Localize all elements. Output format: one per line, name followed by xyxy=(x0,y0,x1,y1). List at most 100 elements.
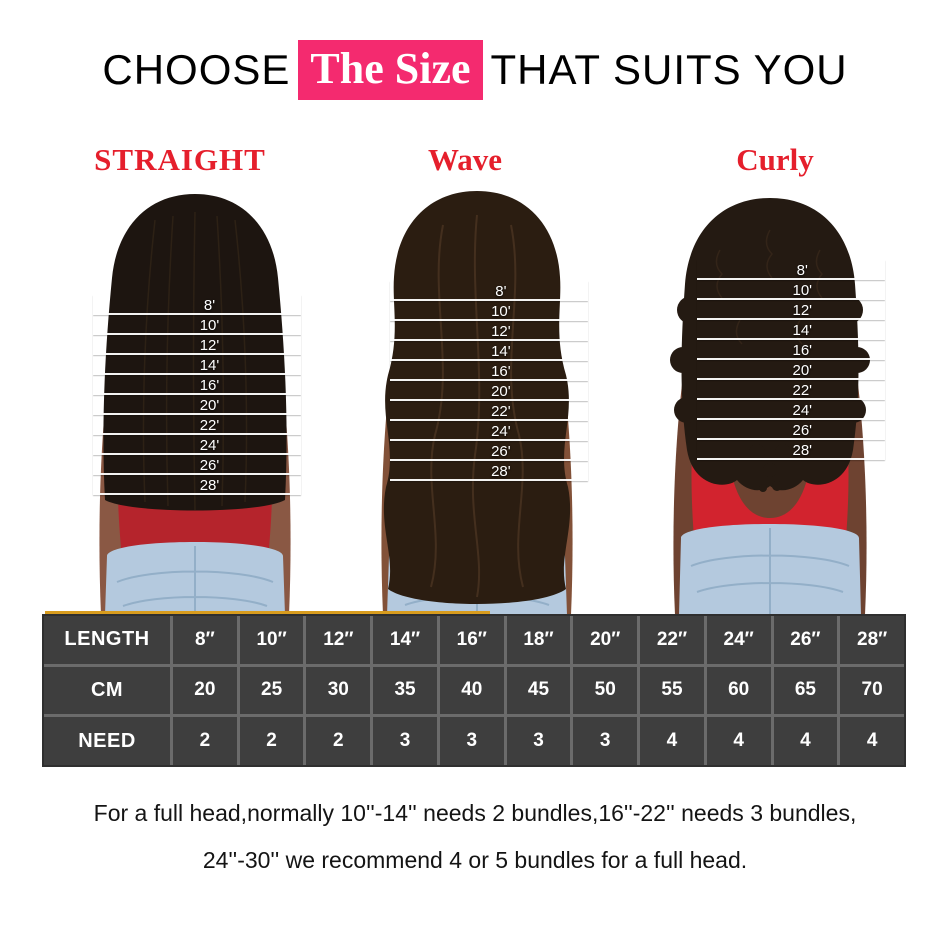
ruler-label: 24' xyxy=(491,423,511,440)
ruler-line: 10' xyxy=(390,301,588,321)
ruler-label: 12' xyxy=(199,337,220,354)
ruler-label: 8' xyxy=(796,262,808,279)
ruler-label: 24' xyxy=(199,437,220,454)
ruler-line: 26' xyxy=(93,455,301,475)
table-cell: 24″ xyxy=(706,616,771,664)
ruler-label: 8' xyxy=(203,297,216,314)
category-label-curly: Curly xyxy=(736,142,814,177)
ruler-line: 14' xyxy=(697,320,885,340)
ruler-label: 10' xyxy=(792,282,813,299)
ruler-label: 12' xyxy=(491,323,511,340)
ruler-line: 16' xyxy=(697,340,885,360)
note-line-2: 24''-30'' we recommend 4 or 5 bundles fo… xyxy=(202,847,748,873)
ruler-line: 22' xyxy=(390,401,588,421)
ruler-line: 20' xyxy=(93,395,301,415)
ruler-line: 28' xyxy=(390,461,588,481)
ruler-line: 20' xyxy=(390,381,588,401)
ruler-label: 22' xyxy=(491,403,511,420)
ruler-label: 24' xyxy=(792,402,813,419)
table-cell: 3 xyxy=(506,717,571,765)
ruler-label: 28' xyxy=(199,477,220,494)
table-cell: 3 xyxy=(573,717,638,765)
ruler-line: 24' xyxy=(93,435,301,455)
ruler-line: 22' xyxy=(697,380,885,400)
table-cell: 28″ xyxy=(840,616,904,664)
table-cell: 45 xyxy=(506,666,571,715)
table-row-header: CM xyxy=(44,666,170,715)
table-cell: 35 xyxy=(373,666,437,715)
ruler-line: 26' xyxy=(390,441,588,461)
length-ruler-wave: 8' 10' 12' 14' 16' 20' 22' 24' 26' 28' xyxy=(390,281,588,481)
ruler-label: 14' xyxy=(199,357,220,374)
ruler-label: 10' xyxy=(199,317,220,334)
model-photo-straight: 8' 10' 12' 14' 16' 20' 22' 24' 26' 28' xyxy=(55,190,335,615)
model-photo-wave: 8' 10' 12' 14' 16' 20' 22' 24' 26' 28' xyxy=(335,185,620,615)
ruler-line: 26' xyxy=(697,420,885,440)
table-cell: 3 xyxy=(439,717,504,765)
ruler-label: 20' xyxy=(491,383,511,400)
table-cell: 70 xyxy=(840,666,904,715)
ruler-label: 28' xyxy=(491,463,511,480)
ruler-label: 26' xyxy=(199,457,220,474)
table-cell: 3 xyxy=(373,717,437,765)
ruler-line: 16' xyxy=(93,375,301,395)
table-cell: 30 xyxy=(306,666,371,715)
gold-accent-line xyxy=(45,611,490,614)
ruler-label: 16' xyxy=(792,342,813,359)
title-highlight: The Size xyxy=(298,40,483,100)
note-line-1: For a full head,normally 10''-14'' needs… xyxy=(93,800,857,826)
ruler-line: 20' xyxy=(697,360,885,380)
table-cell: 4 xyxy=(840,717,904,765)
title-post: THAT SUITS YOU xyxy=(490,46,848,93)
ruler-line: 22' xyxy=(93,415,301,435)
table-cell: 2 xyxy=(306,717,371,765)
category-label-straight: STRAIGHT xyxy=(94,142,266,177)
ruler-line: 8' xyxy=(697,260,885,280)
table-cell: 2 xyxy=(173,717,237,765)
ruler-line: 8' xyxy=(390,281,588,301)
ruler-label: 26' xyxy=(792,422,813,439)
table-row-header: LENGTH xyxy=(44,616,170,664)
ruler-line: 12' xyxy=(93,335,301,355)
table-cell: 20″ xyxy=(573,616,638,664)
table-cell: 22″ xyxy=(640,616,704,664)
category-label-wave: Wave xyxy=(427,142,503,177)
ruler-line: 24' xyxy=(697,400,885,420)
model-curly-illustration xyxy=(670,198,870,615)
table-cell: 2 xyxy=(239,717,304,765)
ruler-label: 22' xyxy=(199,417,220,434)
ruler-label: 8' xyxy=(495,283,507,300)
table-cell: 12″ xyxy=(306,616,371,664)
length-ruler-straight: 8' 10' 12' 14' 16' 20' 22' 24' 26' 28' xyxy=(93,295,301,495)
table-cell: 60 xyxy=(706,666,771,715)
table-cell: 4 xyxy=(640,717,704,765)
table-cell: 26″ xyxy=(773,616,838,664)
ruler-label: 20' xyxy=(792,362,813,379)
ruler-line: 14' xyxy=(93,355,301,375)
table-cell: 25 xyxy=(239,666,304,715)
table-cell: 50 xyxy=(573,666,638,715)
ruler-line: 8' xyxy=(93,295,301,315)
table-cell: 14″ xyxy=(373,616,437,664)
model-photo-curly: 8' 10' 12' 14' 16' 20' 22' 24' 26' 28' xyxy=(625,190,915,615)
table-cell: 8″ xyxy=(173,616,237,664)
table-cell: 10″ xyxy=(239,616,304,664)
title-pre: CHOOSE xyxy=(102,46,291,93)
bundle-recommendation-note: For a full head,normally 10''-14'' needs… xyxy=(0,800,950,894)
table-cell: 40 xyxy=(439,666,504,715)
table-cell: 20 xyxy=(173,666,237,715)
table-cell: 16″ xyxy=(439,616,504,664)
ruler-line: 28' xyxy=(93,475,301,495)
length-ruler-curly: 8' 10' 12' 14' 16' 20' 22' 24' 26' 28' xyxy=(697,260,885,460)
ruler-label: 20' xyxy=(199,397,220,414)
table-row-header: NEED xyxy=(44,717,170,765)
ruler-label: 12' xyxy=(792,302,813,319)
ruler-line: 10' xyxy=(93,315,301,335)
table-cell: 4 xyxy=(706,717,771,765)
ruler-line: 10' xyxy=(697,280,885,300)
ruler-label: 26' xyxy=(491,443,511,460)
ruler-line: 12' xyxy=(390,321,588,341)
ruler-label: 28' xyxy=(792,442,813,459)
size-table: LENGTH 8″ 10″ 12″ 14″ 16″ 18″ 20″ 22″ 24″ 26″ 28″ CM… xyxy=(42,614,906,767)
ruler-label: 22' xyxy=(792,382,813,399)
